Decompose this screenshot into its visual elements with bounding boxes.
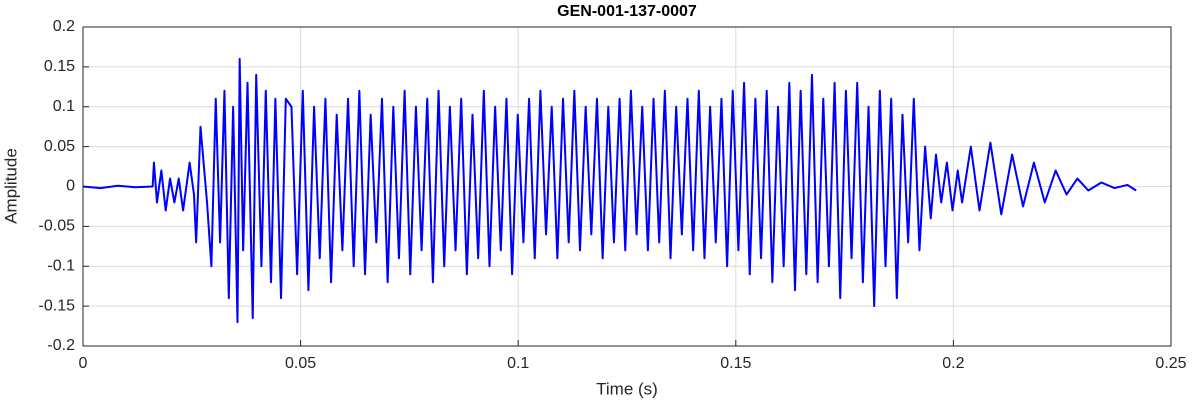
x-tick-label: 0.05 [285, 355, 316, 372]
y-tick-label: 0.05 [44, 138, 75, 155]
y-tick-label: 0.2 [53, 18, 75, 35]
x-tick-label: 0.15 [720, 355, 751, 372]
plot-frame [82, 26, 1172, 347]
x-axis-label: Time (s) [596, 379, 658, 398]
x-tick-label: 0.25 [1155, 355, 1186, 372]
x-tick-label: 0.1 [507, 355, 529, 372]
y-tick-label: 0 [66, 178, 75, 195]
y-tick-label: -0.15 [39, 297, 76, 314]
y-tick-label: -0.2 [47, 337, 75, 354]
y-tick-label: -0.05 [39, 218, 76, 235]
x-tick-label: 0.2 [942, 355, 964, 372]
x-tick-label: 0 [79, 355, 88, 372]
y-tick-label: -0.1 [47, 257, 75, 274]
y-tick-label: 0.1 [53, 98, 75, 115]
waveform-line [82, 57, 1137, 324]
chart-title: GEN-001-137-0007 [557, 3, 697, 20]
y-axis-label: Amplitude [1, 148, 20, 224]
y-tick-label: 0.15 [44, 58, 75, 75]
